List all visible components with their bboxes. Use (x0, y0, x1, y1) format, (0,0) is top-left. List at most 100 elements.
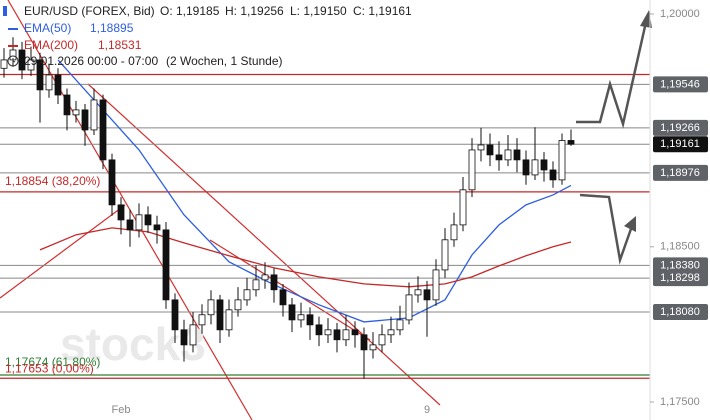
candle-body (333, 329, 341, 341)
arrow-down (579, 193, 634, 265)
candle-body (0, 59, 8, 69)
candle-body (495, 154, 503, 161)
y-tick-label: 1,18500 (660, 241, 700, 253)
price-label: 1,19266 (660, 122, 700, 134)
arrowhead (640, 10, 652, 28)
candle-body (504, 149, 512, 161)
y-tick-label: 1,17500 (660, 396, 700, 408)
candle-body (225, 309, 233, 331)
arrow-up (576, 21, 648, 129)
arrowhead (624, 216, 636, 232)
legend-ema50: EMA(50) (24, 21, 71, 35)
candle-body (459, 189, 467, 226)
candle-body (135, 214, 143, 231)
candle-body (270, 274, 278, 291)
price-label: 1,18298 (660, 272, 700, 284)
candle-body (414, 289, 422, 296)
candle-body (369, 344, 377, 351)
candle-body (324, 329, 332, 336)
candle-body (54, 74, 62, 96)
price-box (653, 270, 708, 287)
candle-body (306, 314, 314, 326)
candle-body (342, 329, 350, 341)
candle-body (315, 324, 323, 336)
candle-body (171, 299, 179, 331)
candle-body (288, 304, 296, 321)
ema-line (57, 59, 572, 323)
candle-body (297, 314, 305, 321)
level-label: 1,17674 (61,80%) (5, 355, 100, 369)
candle-body (162, 229, 170, 301)
price-label: 1,18976 (660, 167, 700, 179)
level-label: 1,18854 (38,20%) (5, 174, 100, 188)
candle-body (45, 74, 53, 91)
candle-body (378, 334, 386, 346)
legend: EUR/USD (FOREX, Bid) O: 1,19185 H: 1,192… (3, 4, 412, 68)
candle-body (387, 329, 395, 336)
candle-body (567, 140, 575, 145)
candle-body (36, 59, 44, 91)
candle-body (513, 149, 521, 161)
candle-body (468, 149, 476, 191)
candle-body (423, 289, 431, 301)
candle-body (153, 224, 161, 231)
x-tick-label: 9 (424, 404, 430, 416)
price-label: 1,19546 (660, 78, 700, 90)
candle-body (279, 289, 287, 306)
legend-ema200-value: 1,18531 (98, 38, 142, 52)
candles (0, 37, 575, 379)
candle-body (261, 274, 269, 281)
legend-period: (2 Wochen, 1 Stunde) (166, 54, 283, 68)
candle-body (351, 329, 359, 336)
candle-body (216, 299, 224, 331)
candle-body (549, 169, 557, 181)
clock-hand (12, 58, 16, 63)
x-tick-label: Feb (112, 404, 131, 416)
legend-time: 29.01.2026 00:00 - 07:00 (24, 54, 158, 68)
price-label: 1,18080 (660, 306, 700, 318)
legend-high: H: 1,19256 (225, 4, 284, 18)
candle-body (72, 109, 80, 116)
candle-body (432, 269, 440, 301)
legend-close: C: 1,19161 (353, 4, 412, 18)
candle-body (243, 289, 251, 301)
candle-body (18, 49, 26, 71)
legend-ema200: EMA(200) (24, 38, 78, 52)
candle-body (234, 299, 242, 311)
candle-body (396, 319, 404, 331)
candle-body (126, 219, 134, 231)
candle-body (558, 140, 566, 181)
legend-ema50-value: 1,18895 (90, 21, 134, 35)
price-axis: 1,20000 1,18500 1,17500 1,19546 1,19266 1,191… (112, 8, 708, 416)
candle-body (540, 159, 548, 171)
clock-icon (7, 55, 19, 67)
price-box (653, 303, 708, 320)
candle-body (180, 329, 188, 346)
candle-body (63, 94, 71, 116)
candle-body (360, 334, 368, 351)
candle-body (405, 294, 413, 321)
price-label: 1,18380 (660, 259, 700, 271)
candle-body (81, 109, 89, 131)
candle-body (207, 299, 215, 316)
price-box (653, 136, 708, 153)
candle-body (531, 159, 539, 176)
price-box (653, 76, 708, 93)
legend-symbol: EUR/USD (FOREX, Bid) (24, 4, 155, 18)
price-box (653, 164, 708, 181)
candle-body (522, 159, 530, 176)
y-tick-label: 1,20000 (660, 8, 700, 20)
level-label: 1,17653 (0,00%) (5, 361, 94, 375)
candle-body (99, 99, 107, 161)
candle-body (252, 279, 260, 291)
price-box (653, 257, 708, 274)
candle-body (477, 144, 485, 151)
candle-body (144, 214, 152, 226)
candle-body (108, 159, 116, 206)
legend-low: L: 1,19150 (290, 4, 347, 18)
price-box (653, 119, 708, 136)
price-label: 1,19161 (660, 138, 700, 150)
candle-body (450, 224, 458, 241)
candle-body (198, 314, 206, 326)
